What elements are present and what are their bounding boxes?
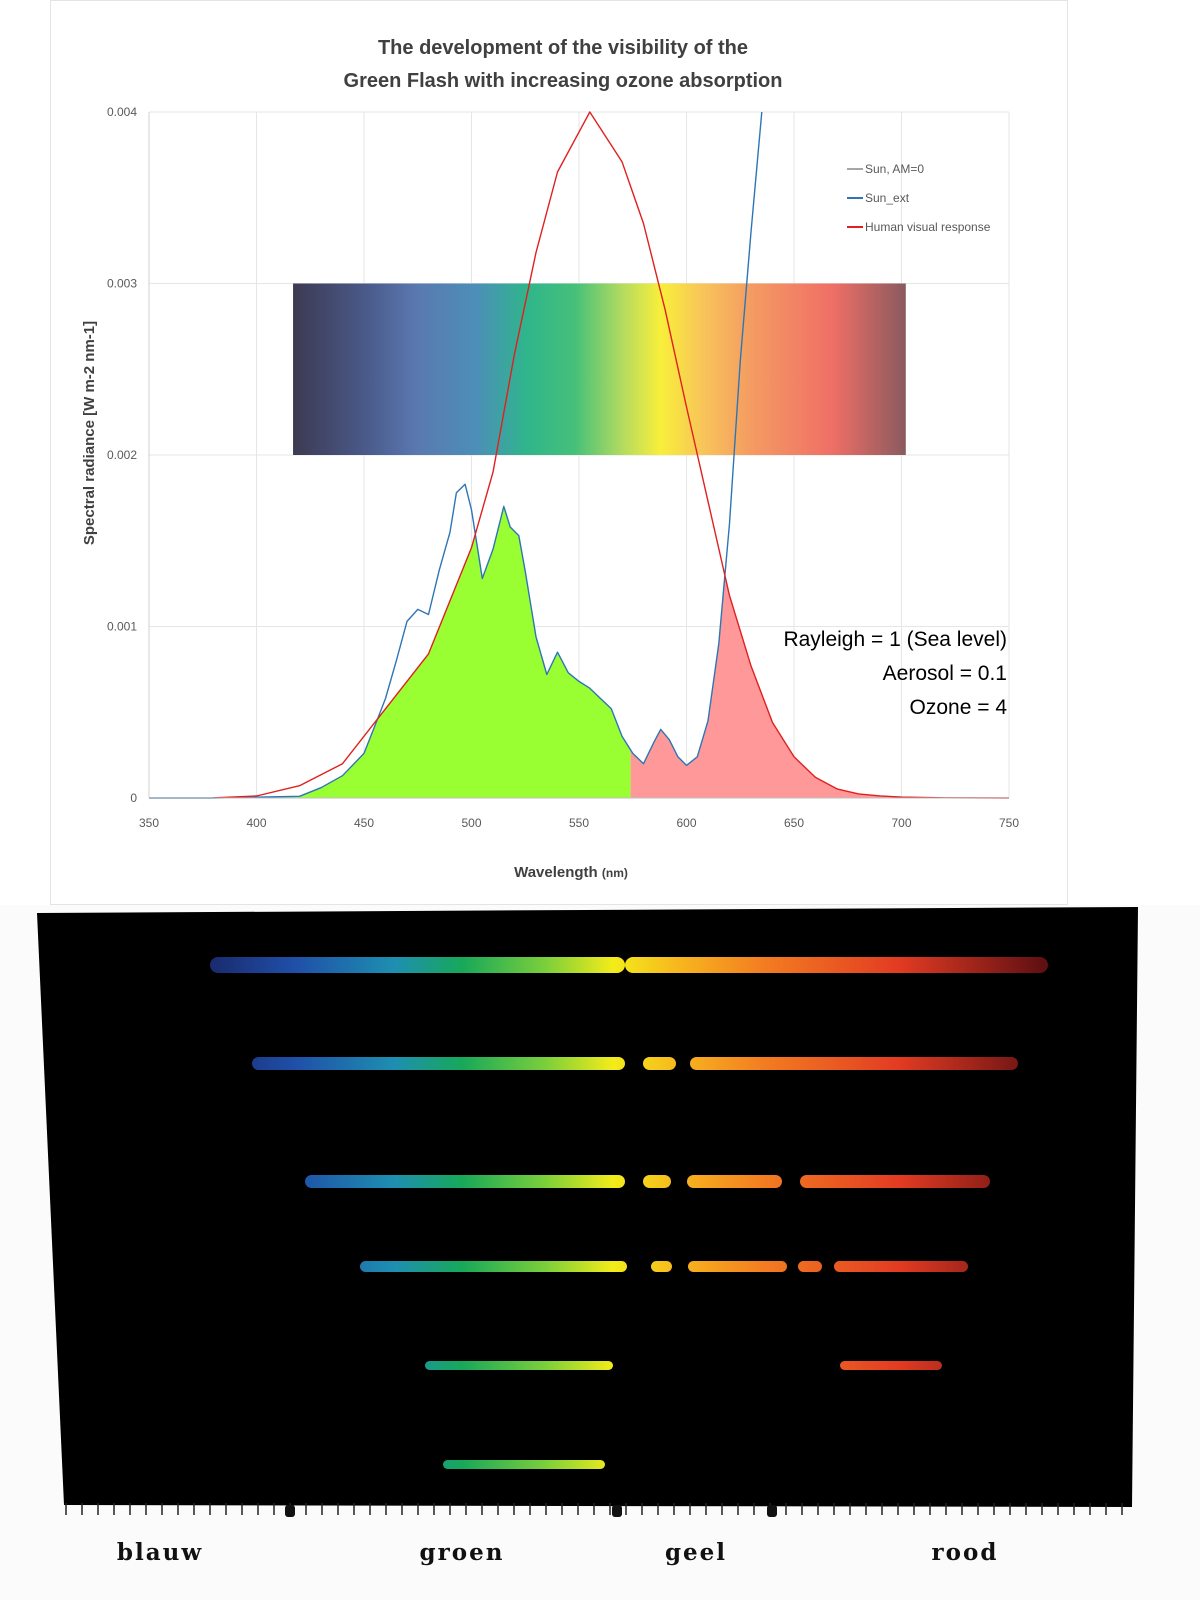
sun-ext-series-line xyxy=(149,111,763,799)
spectrum-strip-segment xyxy=(210,957,625,973)
annotations: Rayleigh = 1 (Sea level) Aerosol = 0.1 Ozo… xyxy=(783,628,1007,719)
spectrum-strip-segment xyxy=(643,1057,676,1070)
x-axis-unit: (nm) xyxy=(602,866,628,880)
spectrum-strip-segment xyxy=(688,1261,787,1272)
legend-entry: Human visual response xyxy=(865,220,991,234)
spectrum-strips xyxy=(210,957,1048,1469)
human-visual-response-series-line xyxy=(213,111,1010,799)
x-tick-label: 700 xyxy=(891,816,911,830)
x-tick-label: 750 xyxy=(999,816,1019,830)
scale-marker xyxy=(285,1505,295,1517)
x-axis-title: Wavelength (nm) xyxy=(514,864,628,881)
spectrum-strip-segment xyxy=(840,1361,942,1370)
b-line-label: B xyxy=(788,1205,809,1240)
spectrum-band-layer xyxy=(293,283,906,455)
spectrum-strip-segment xyxy=(443,1460,605,1469)
photo-black-background xyxy=(37,907,1138,1507)
annotation-text: Rayleigh = 1 (Sea level) xyxy=(783,628,1007,651)
x-tick-label: 350 xyxy=(139,816,159,830)
visible-spectrum-band xyxy=(293,283,906,455)
chart-title-line-1: The development of the visibility of the xyxy=(378,37,748,59)
color-word-geel: geel xyxy=(665,1539,727,1566)
y-tick-label: 0.002 xyxy=(107,448,137,462)
legend: Sun, AM=0 Sun_ext Human visual response xyxy=(847,162,991,234)
annotation-text: Ozone = 4 xyxy=(910,696,1008,719)
x-tick-label: 550 xyxy=(569,816,589,830)
fill-layer xyxy=(256,506,945,798)
scale-marker xyxy=(767,1505,777,1517)
photo-scale-ticks xyxy=(65,1503,1123,1517)
legend-entry: Sun_ext xyxy=(865,191,910,205)
x-tick-label: 650 xyxy=(784,816,804,830)
color-word-groen: groen xyxy=(420,1539,505,1566)
spectrum-strip-segment xyxy=(798,1261,822,1272)
x-tick-label: 450 xyxy=(354,816,374,830)
scale-marker xyxy=(612,1505,622,1517)
legend-entry: Sun, AM=0 xyxy=(865,162,924,176)
chart-title-line-2: Green Flash with increasing ozone absorp… xyxy=(344,70,783,92)
spectrum-strip-segment xyxy=(651,1261,672,1272)
spectrum-strip-segment xyxy=(252,1057,625,1070)
spectral-chart: 350 400 450 500 550 600 650 700 750 0 0.001 0.002 0.… xyxy=(81,37,1019,881)
spectrum-photo-svg: δ R B A blauw groen geel rood xyxy=(37,907,1138,1566)
spectrum-photo: δ R B A blauw groen geel rood xyxy=(0,905,1200,1600)
spectrum-strip-segment xyxy=(800,1175,990,1188)
green-overlap-fill xyxy=(256,506,631,798)
spectrum-strip-segment xyxy=(360,1261,627,1272)
x-axis-label: Wavelength xyxy=(514,864,598,881)
delta-line-label: δ xyxy=(629,1205,647,1240)
axes: 350 400 450 500 550 600 650 700 750 0 0.001 0.002 0.… xyxy=(107,105,1019,830)
x-tick-label: 500 xyxy=(461,816,481,830)
spectrum-strip-segment xyxy=(305,1175,625,1188)
y-tick-label: 0 xyxy=(130,791,137,805)
color-word-blauw: blauw xyxy=(117,1539,203,1566)
red-overlap-fill xyxy=(630,576,945,798)
annotation-text: Aerosol = 0.1 xyxy=(883,662,1007,685)
y-tick-label: 0.004 xyxy=(107,105,137,119)
y-axis-title: Spectral radiance [W m-2 nm-1] xyxy=(81,321,98,545)
x-tick-label: 600 xyxy=(676,816,696,830)
spectrum-strip-segment xyxy=(834,1261,968,1272)
spectrum-strip-segment xyxy=(643,1175,671,1188)
spectrum-strip-segment xyxy=(425,1361,613,1370)
y-tick-label: 0.003 xyxy=(107,277,137,291)
y-tick-label: 0.001 xyxy=(107,620,137,634)
a-line-label: A xyxy=(823,1205,844,1240)
spectrum-strip-segment xyxy=(625,957,1048,973)
r-line-label: R xyxy=(672,1205,693,1240)
color-word-rood: rood xyxy=(932,1539,999,1566)
x-tick-label: 400 xyxy=(246,816,266,830)
spectrum-strip-segment xyxy=(690,1057,1018,1070)
spectrum-strip-segment xyxy=(687,1175,782,1188)
chart-panel: 350 400 450 500 550 600 650 700 750 0 0.001 0.002 0.… xyxy=(50,0,1068,905)
